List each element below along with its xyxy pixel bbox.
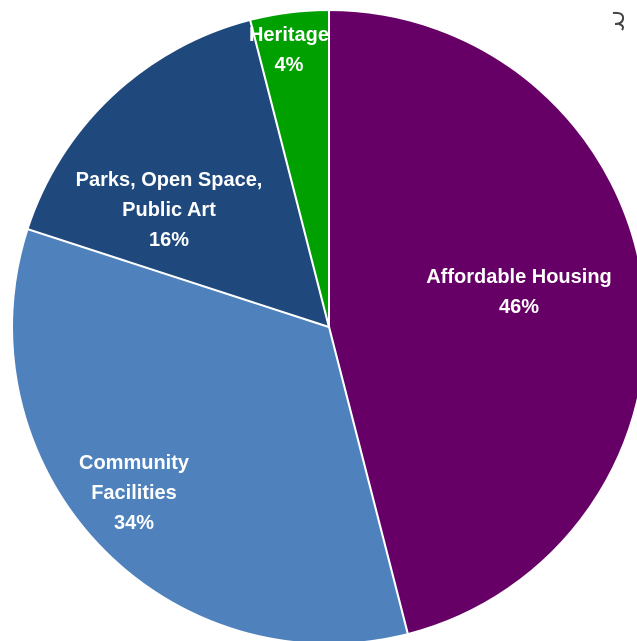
slice-percent-label: 4% — [275, 54, 304, 76]
slice-label-community-facilities: Community Facilities 34% — [79, 452, 190, 534]
pie-slice-affordable-housing — [328, 8, 637, 636]
slices-layer — [11, 8, 637, 641]
pie-slice-community-facilities — [11, 227, 410, 641]
slice-percent-label: 34% — [114, 512, 154, 534]
corner-glyph-mark — [612, 11, 625, 31]
slice-label-heritage: Heritage 4% — [249, 24, 329, 76]
slice-name-label: Heritage — [249, 24, 329, 46]
slice-name-label: Public Art — [122, 199, 216, 221]
pie-slice-parks-open-space-public-art — [26, 18, 331, 329]
slice-name-label: Community — [79, 452, 190, 474]
slice-percent-label: 16% — [149, 229, 189, 251]
slice-name-label: Parks, Open Space, — [76, 169, 263, 191]
slice-percent-label: 46% — [499, 296, 539, 318]
slice-name-label: Affordable Housing — [426, 266, 612, 288]
slice-label-parks-open-space-public-art: Parks, Open Space, Public Art 16% — [76, 169, 263, 251]
slice-label-affordable-housing: Affordable Housing 46% — [426, 266, 612, 318]
pie-slice-heritage — [248, 8, 330, 328]
slice-name-label: Facilities — [91, 482, 177, 504]
labels-layer: Affordable Housing 46% Community Facilities… — [76, 24, 612, 534]
